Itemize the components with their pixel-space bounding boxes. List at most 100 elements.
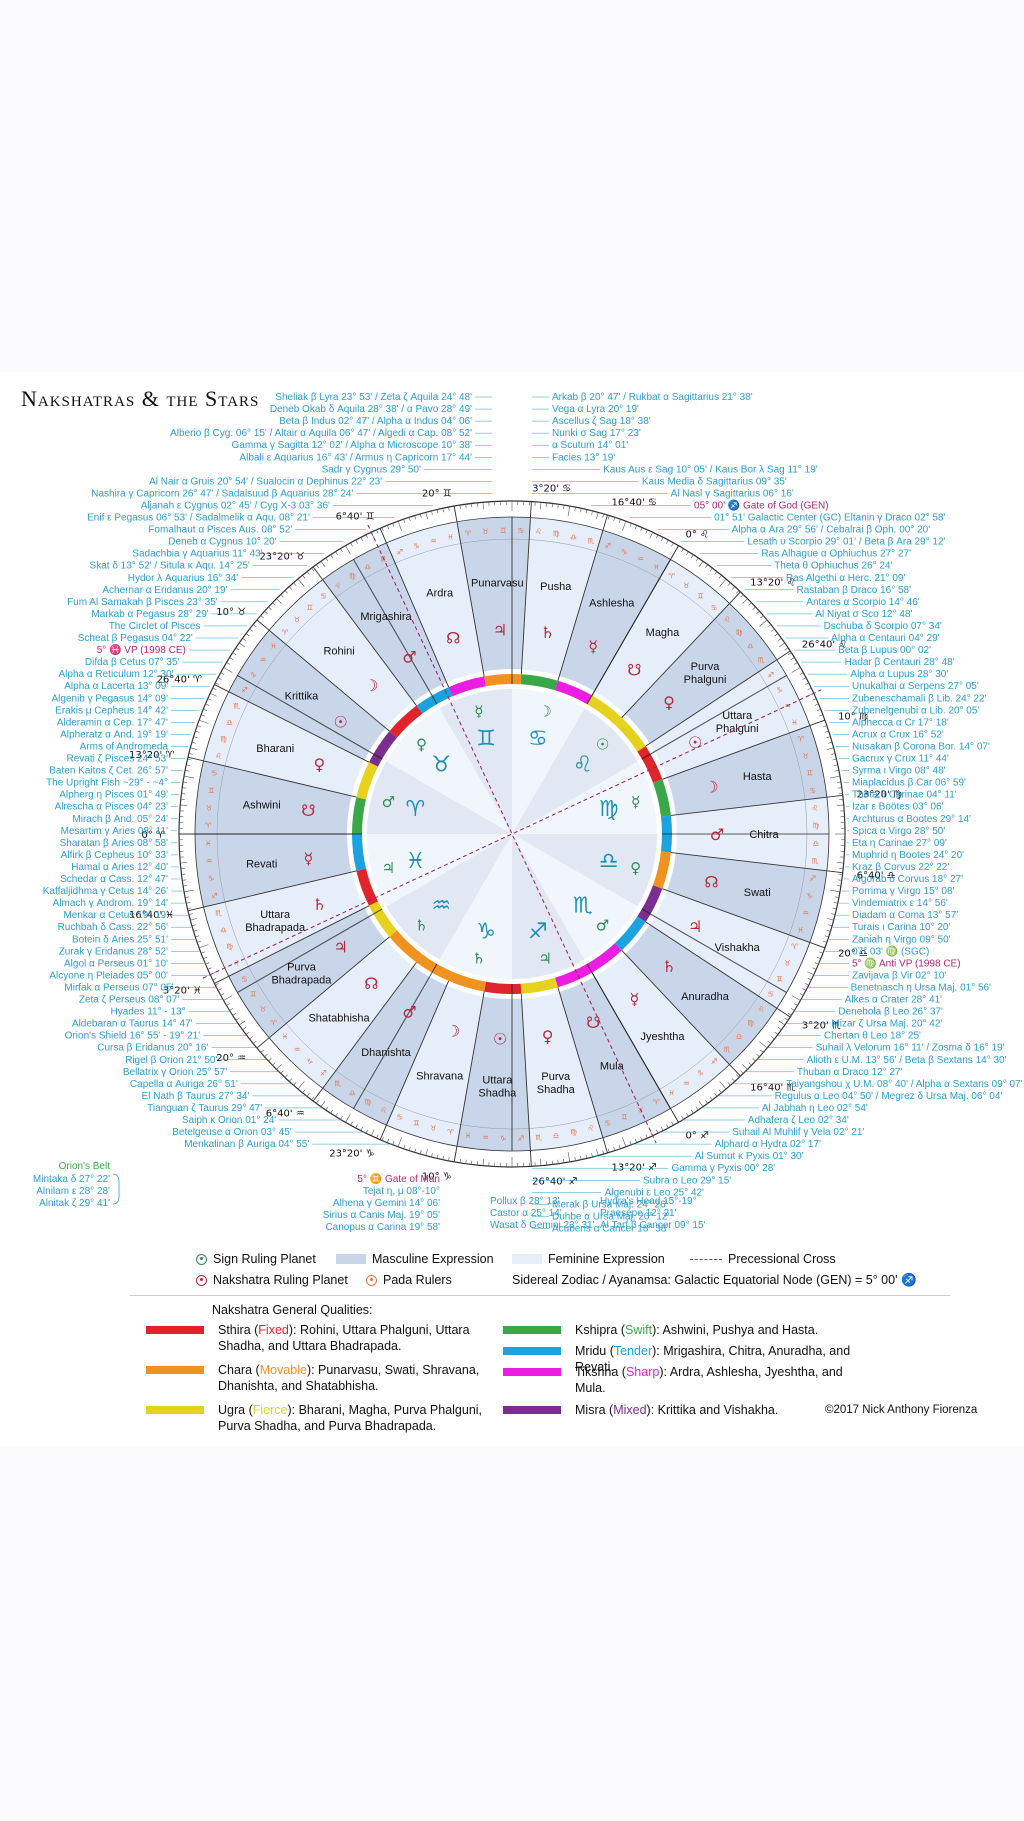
nakshatra-ruler-glyph: ☽ — [704, 778, 718, 797]
star-label: Tianguan ζ Taurus 29° 47' — [147, 1103, 262, 1114]
quality-name: Tikshna ( — [575, 1365, 626, 1379]
degree-tick — [645, 529, 648, 534]
degree-tick — [180, 862, 188, 864]
nakshatra-name: Uttara — [722, 710, 753, 722]
degree-tick — [771, 628, 775, 632]
degree-tick — [740, 594, 744, 598]
nakshatra-ruler-glyph: ♃ — [493, 620, 507, 639]
star-label: Mizar ζ Ursa Maj. 20° 42' — [831, 1019, 942, 1030]
nakshatra-ruler-glyph: ☿ — [303, 849, 313, 868]
degree-tick — [191, 741, 196, 744]
nakshatra-label: Krittika — [285, 691, 320, 703]
degree-tick — [756, 1053, 760, 1058]
degree-tick — [805, 682, 809, 685]
degree-tick — [184, 775, 194, 779]
nakshatra-divider — [520, 993, 532, 1167]
star-label: Scheat β Pegasus 04° 22' — [78, 633, 193, 644]
star-label: Beta β Indus 02° 47' / Alpha α Indus 04°… — [279, 416, 472, 427]
nakshatra-divider — [662, 719, 826, 780]
star-label: Alhena γ Gemini 14° 06' — [333, 1198, 440, 1209]
degree-tick — [320, 561, 326, 568]
pada-ruler-mark: ♍ — [747, 1019, 754, 1028]
nakshatra-ruler-glyph: ♀ — [663, 693, 675, 712]
pada-ruler-mark: ♎ — [736, 1032, 743, 1041]
star-label: Adhafera ζ Leo 02° 34' — [748, 1115, 849, 1126]
degree-tick — [819, 714, 823, 717]
nakshatra-label: Anuradha — [681, 991, 730, 1003]
pada-ruler-mark: ♈ — [282, 628, 289, 637]
sign-glyph: ♎ — [599, 849, 619, 874]
degree-tick — [431, 1153, 433, 1158]
feminine-swatch — [512, 1254, 542, 1264]
pada-ruler-mark: ♐ — [211, 891, 218, 900]
degree-tick — [403, 519, 406, 524]
quality-ring-segment — [652, 851, 671, 889]
degree-tick — [618, 519, 621, 524]
degree-tick — [260, 1049, 264, 1053]
star-label: Hadar β Centauri 28° 48' — [845, 657, 955, 668]
nakshatra-name: Pusha — [540, 581, 572, 593]
pada-ruler-mark: ♏ — [233, 702, 240, 711]
star-label: Orion's Shield 16° 55' - 19° 21' — [65, 1031, 201, 1042]
degree-tick — [293, 1082, 297, 1086]
degree-tick — [787, 1012, 792, 1016]
pada-ruler-mark: ♋ — [809, 786, 816, 795]
degree-tick — [284, 590, 288, 594]
pada-ruler-mark: ♒ — [260, 656, 267, 665]
sign-glyph: ♒ — [431, 894, 451, 919]
degree-tick — [748, 1062, 752, 1066]
pada-ruler-mark: ♊ — [413, 1119, 420, 1128]
degree-tick — [311, 567, 315, 572]
legend-pada: Pada Rulers — [366, 1273, 452, 1287]
precessional-cross-line — [367, 524, 657, 1144]
nakshatra-label: Revati — [246, 858, 277, 870]
degree-tick — [183, 885, 188, 887]
degree-tick — [195, 730, 200, 733]
degree-tick — [832, 758, 837, 761]
nakshatra-wedge — [386, 985, 484, 1147]
degree-tick — [822, 940, 827, 943]
degree-tick — [226, 662, 231, 665]
nakshatra-label: Shatabhisha — [308, 1012, 370, 1024]
degree-tick — [719, 578, 727, 587]
nakshatra-ruler-glyph: ♀ — [542, 1027, 554, 1046]
star-label: Skat δ 13° 52' / Situla κ Aqu. 14° 25' — [90, 561, 250, 572]
star-label: Gamma γ Pyxis 00° 28' — [671, 1163, 775, 1174]
degree-tick — [752, 1058, 756, 1062]
degree-tick — [793, 662, 798, 665]
sign-ruler-glyph: ☿ — [474, 702, 483, 720]
degree-tick — [787, 652, 792, 656]
pada-ruler-mark: ♑ — [250, 670, 257, 679]
nakshatra-name: Shatabhisha — [308, 1012, 370, 1024]
nakshatra-label: Shravana — [416, 1070, 464, 1082]
quality-swatch-movable — [146, 1366, 204, 1374]
degree-tick — [833, 764, 838, 766]
degree-tick — [198, 719, 209, 724]
nakshatra-wheel: ♈♉♊♋♌♍♎♏♐♑♒♓♈♉♊♋♌♍♎♏♐♑♒♓♈♉♊♋♌♍♎♏♐♑♒♓♈♉♊♋… — [33, 392, 1023, 1234]
star-label: 05° 00' ♐ Gate of God (GEN) — [694, 498, 829, 511]
degree-label: 26°40' ♐ — [532, 1176, 577, 1187]
quality-ring-segment — [356, 762, 378, 800]
degree-tick — [790, 1008, 795, 1011]
star-label: Duhbe α Ursa Maj. 20° 12' — [552, 1211, 669, 1222]
star-label: Denebola β Leo 26° 37' — [838, 1007, 943, 1018]
star-label: Menkalinan β Auriga 04° 55' — [184, 1139, 309, 1150]
pada-ruler-mark: ♈ — [653, 1098, 660, 1107]
nakshatra-divider — [312, 566, 417, 706]
nakshatra-label: Swati — [744, 887, 771, 899]
star-label: Vindemiatrix ε 14° 56' — [852, 898, 948, 909]
degree-tick — [607, 1148, 610, 1153]
quality-name: Kshipra ( — [575, 1323, 626, 1337]
star-label: Alphard α Hydra 02° 17' — [715, 1139, 821, 1150]
degree-tick — [465, 1159, 467, 1164]
degree-tick — [365, 1129, 369, 1134]
nakshatra-ruler-glyph: ☋ — [627, 661, 641, 680]
degree-tick — [419, 513, 422, 518]
quality-ring-segment — [389, 930, 423, 963]
quality-members: ): Ashwini, Pushya and Hasta. — [652, 1323, 819, 1337]
degree-tick — [580, 508, 582, 513]
pada-ruler-mark: ♎ — [364, 562, 371, 571]
star-label: Algenubi ε Leo 25° 42' — [605, 1187, 704, 1198]
nakshatra-divider — [187, 870, 357, 912]
